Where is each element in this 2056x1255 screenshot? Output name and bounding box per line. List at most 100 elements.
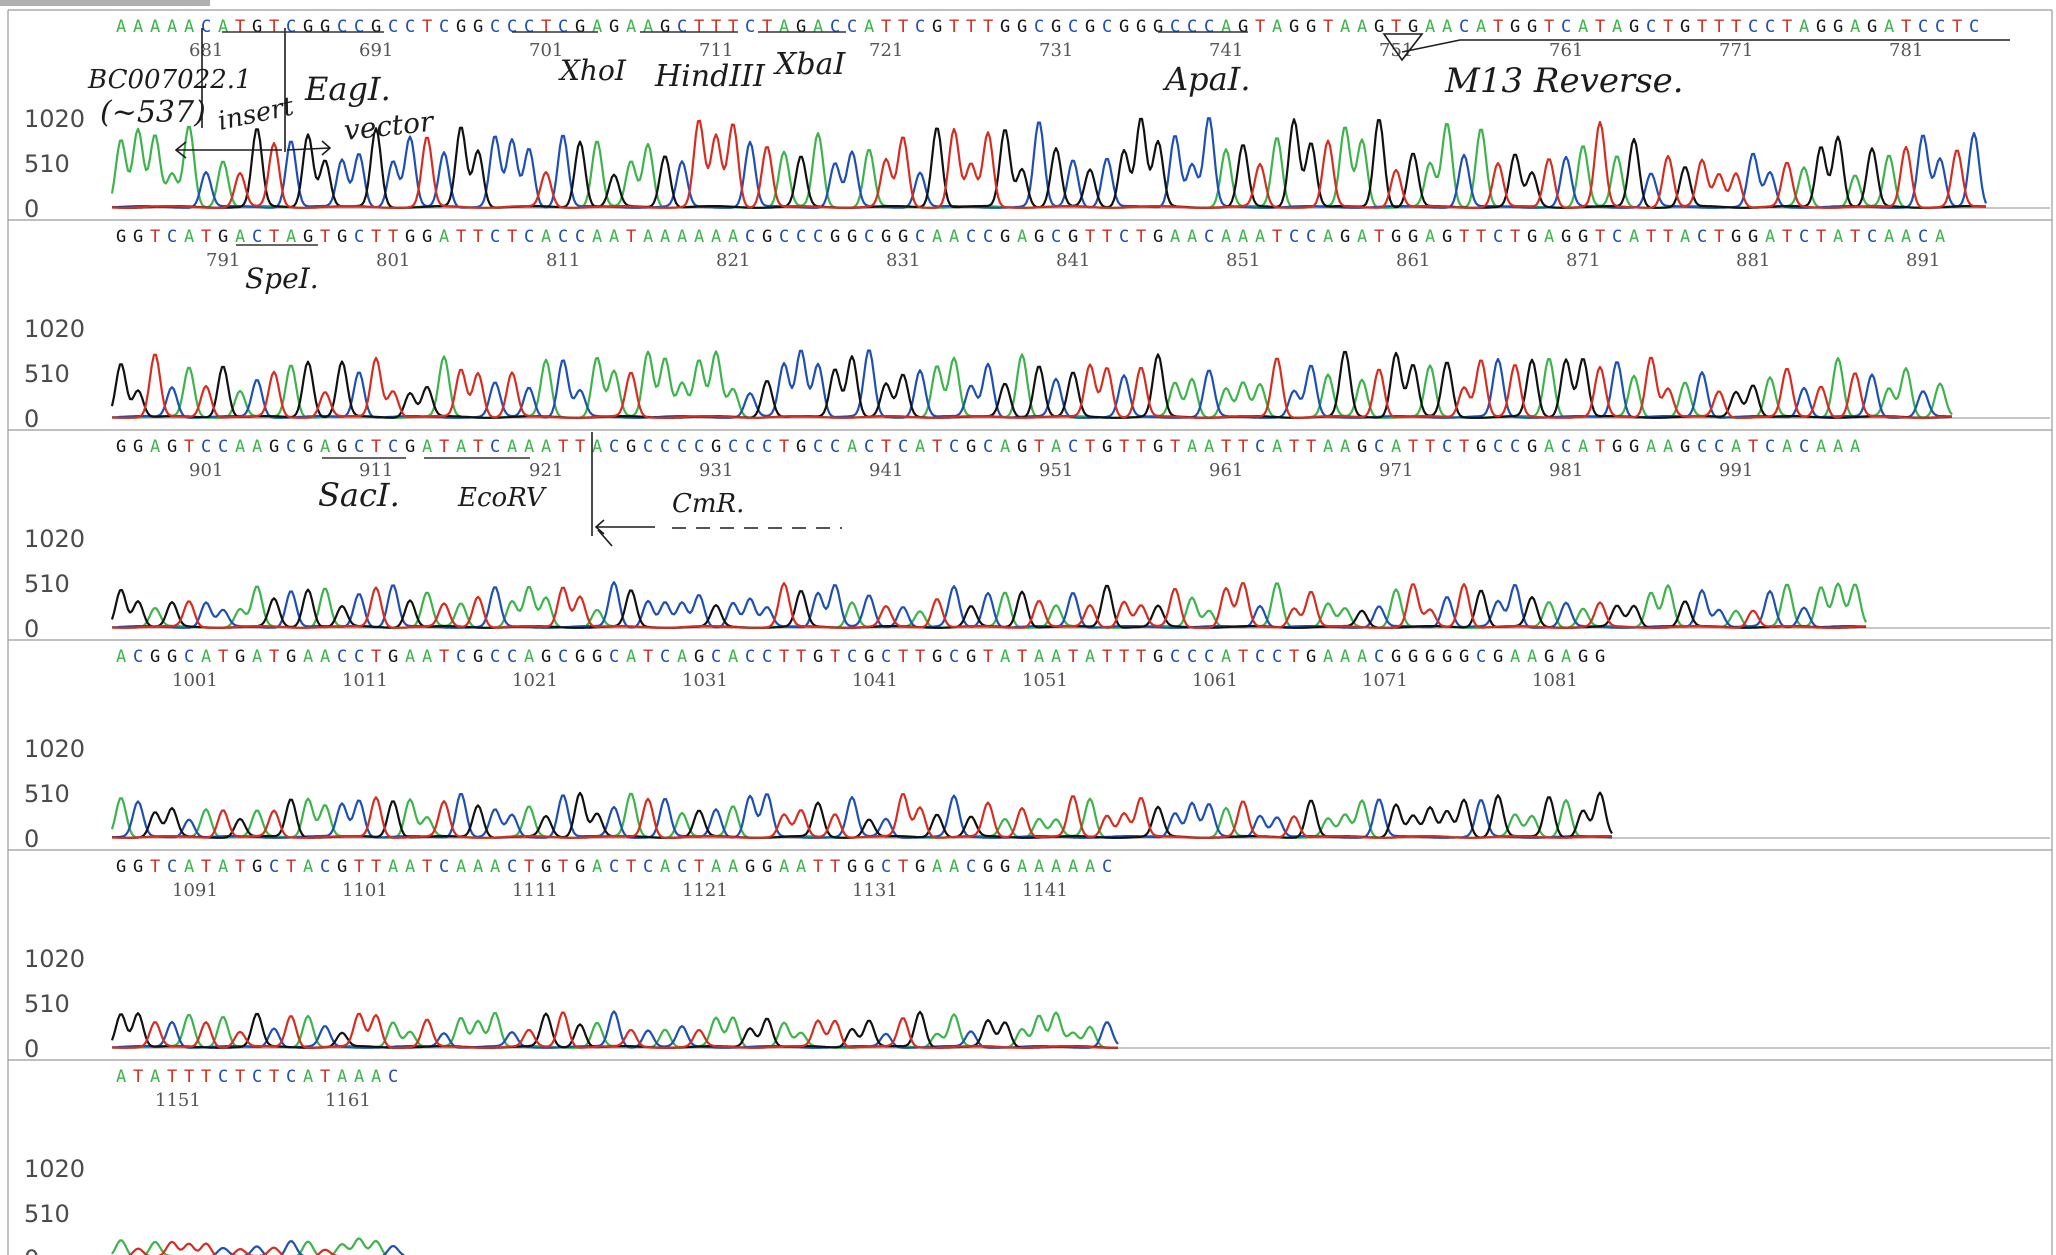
base-call: C — [949, 437, 959, 457]
trace-C — [111, 117, 1988, 209]
base-call: T — [269, 1067, 279, 1087]
base-call: T — [1459, 437, 1469, 457]
base-call: A — [388, 857, 398, 877]
base-call: G — [1408, 647, 1418, 667]
base-call: G — [473, 17, 483, 37]
base-call: A — [201, 647, 211, 667]
base-call: A — [1799, 17, 1809, 37]
position-label: 871 — [1566, 250, 1600, 271]
base-call: G — [473, 647, 483, 667]
base-call: T — [422, 857, 432, 877]
base-call: A — [592, 227, 602, 247]
base-call: T — [1476, 227, 1486, 247]
position-label: 1071 — [1362, 670, 1408, 691]
base-call: G — [1629, 17, 1639, 37]
position-label: 1061 — [1192, 670, 1238, 691]
position-label: 791 — [206, 250, 240, 271]
base-call: T — [1408, 437, 1418, 457]
base-call: C — [1748, 17, 1758, 37]
base-call: A — [1884, 227, 1894, 247]
base-call: T — [1697, 17, 1707, 37]
base-call: T — [371, 647, 381, 667]
base-call: C — [779, 227, 789, 247]
base-call: C — [1187, 647, 1197, 667]
base-call: C — [660, 647, 670, 667]
base-call: G — [626, 437, 636, 457]
base-call: T — [881, 437, 891, 457]
base-call: G — [745, 857, 755, 877]
cmr-label: CmR. — [672, 489, 744, 519]
base-call: G — [1017, 437, 1027, 457]
base-call: T — [1493, 17, 1503, 37]
base-call: T — [813, 857, 823, 877]
base-call: G — [864, 647, 874, 667]
base-call: A — [1323, 437, 1333, 457]
base-call: G — [1561, 227, 1571, 247]
base-call: A — [1051, 437, 1061, 457]
base-call: A — [1187, 437, 1197, 457]
base-call: G — [337, 857, 347, 877]
position-label: 901 — [189, 460, 223, 481]
base-call: A — [1340, 437, 1350, 457]
position-label: 1041 — [852, 670, 898, 691]
base-call: G — [133, 227, 143, 247]
base-call: A — [1629, 227, 1639, 247]
base-call: T — [643, 647, 653, 667]
base-call: G — [762, 857, 772, 877]
y-tick-label-0: 0 — [24, 405, 39, 433]
base-call: C — [490, 647, 500, 667]
position-label: 811 — [546, 250, 580, 271]
base-call: A — [592, 17, 602, 37]
base-call: C — [1272, 647, 1282, 667]
base-call: C — [1119, 227, 1129, 247]
base-call: T — [762, 17, 772, 37]
position-label: 981 — [1549, 460, 1583, 481]
base-call: C — [558, 647, 568, 667]
base-call: A — [524, 647, 534, 667]
base-call: C — [745, 17, 755, 37]
accession-length-label: (~537) — [100, 95, 206, 130]
base-call: C — [830, 17, 840, 37]
base-call: C — [1289, 227, 1299, 247]
trace-A — [111, 1237, 388, 1255]
base-call: T — [796, 647, 806, 667]
base-call: T — [150, 857, 160, 877]
base-call: G — [1238, 17, 1248, 37]
base-call: A — [677, 647, 687, 667]
base-call: A — [1034, 647, 1044, 667]
base-call: T — [711, 17, 721, 37]
spei-site-label: SpeI. — [245, 262, 319, 295]
trace-T — [128, 1240, 354, 1255]
base-call: G — [1408, 227, 1418, 247]
base-call: T — [1782, 227, 1792, 247]
position-label: 801 — [376, 250, 410, 271]
base-call: G — [830, 227, 840, 247]
base-call: C — [218, 1067, 228, 1087]
base-call: A — [252, 437, 262, 457]
base-call: A — [1663, 437, 1673, 457]
base-call: T — [949, 17, 959, 37]
base-call: C — [660, 437, 670, 457]
base-call: A — [422, 647, 432, 667]
base-call: C — [252, 227, 262, 247]
base-call: C — [1068, 17, 1078, 37]
position-label: 851 — [1226, 250, 1260, 271]
base-call: G — [150, 647, 160, 667]
base-call: C — [286, 17, 296, 37]
base-call: G — [711, 437, 721, 457]
base-call: G — [337, 437, 347, 457]
position-label: 881 — [1736, 250, 1770, 271]
base-call: G — [456, 17, 466, 37]
base-call: A — [1476, 17, 1486, 37]
base-call: C — [575, 227, 585, 247]
base-call: A — [116, 647, 126, 667]
base-call: A — [184, 17, 194, 37]
base-call: C — [609, 437, 619, 457]
position-label: 711 — [699, 40, 733, 61]
base-call: C — [1187, 17, 1197, 37]
position-label: 1151 — [155, 1090, 201, 1111]
base-call: T — [558, 857, 568, 877]
trace-G — [110, 350, 1953, 419]
base-call: A — [1833, 437, 1843, 457]
base-call: A — [660, 227, 670, 247]
